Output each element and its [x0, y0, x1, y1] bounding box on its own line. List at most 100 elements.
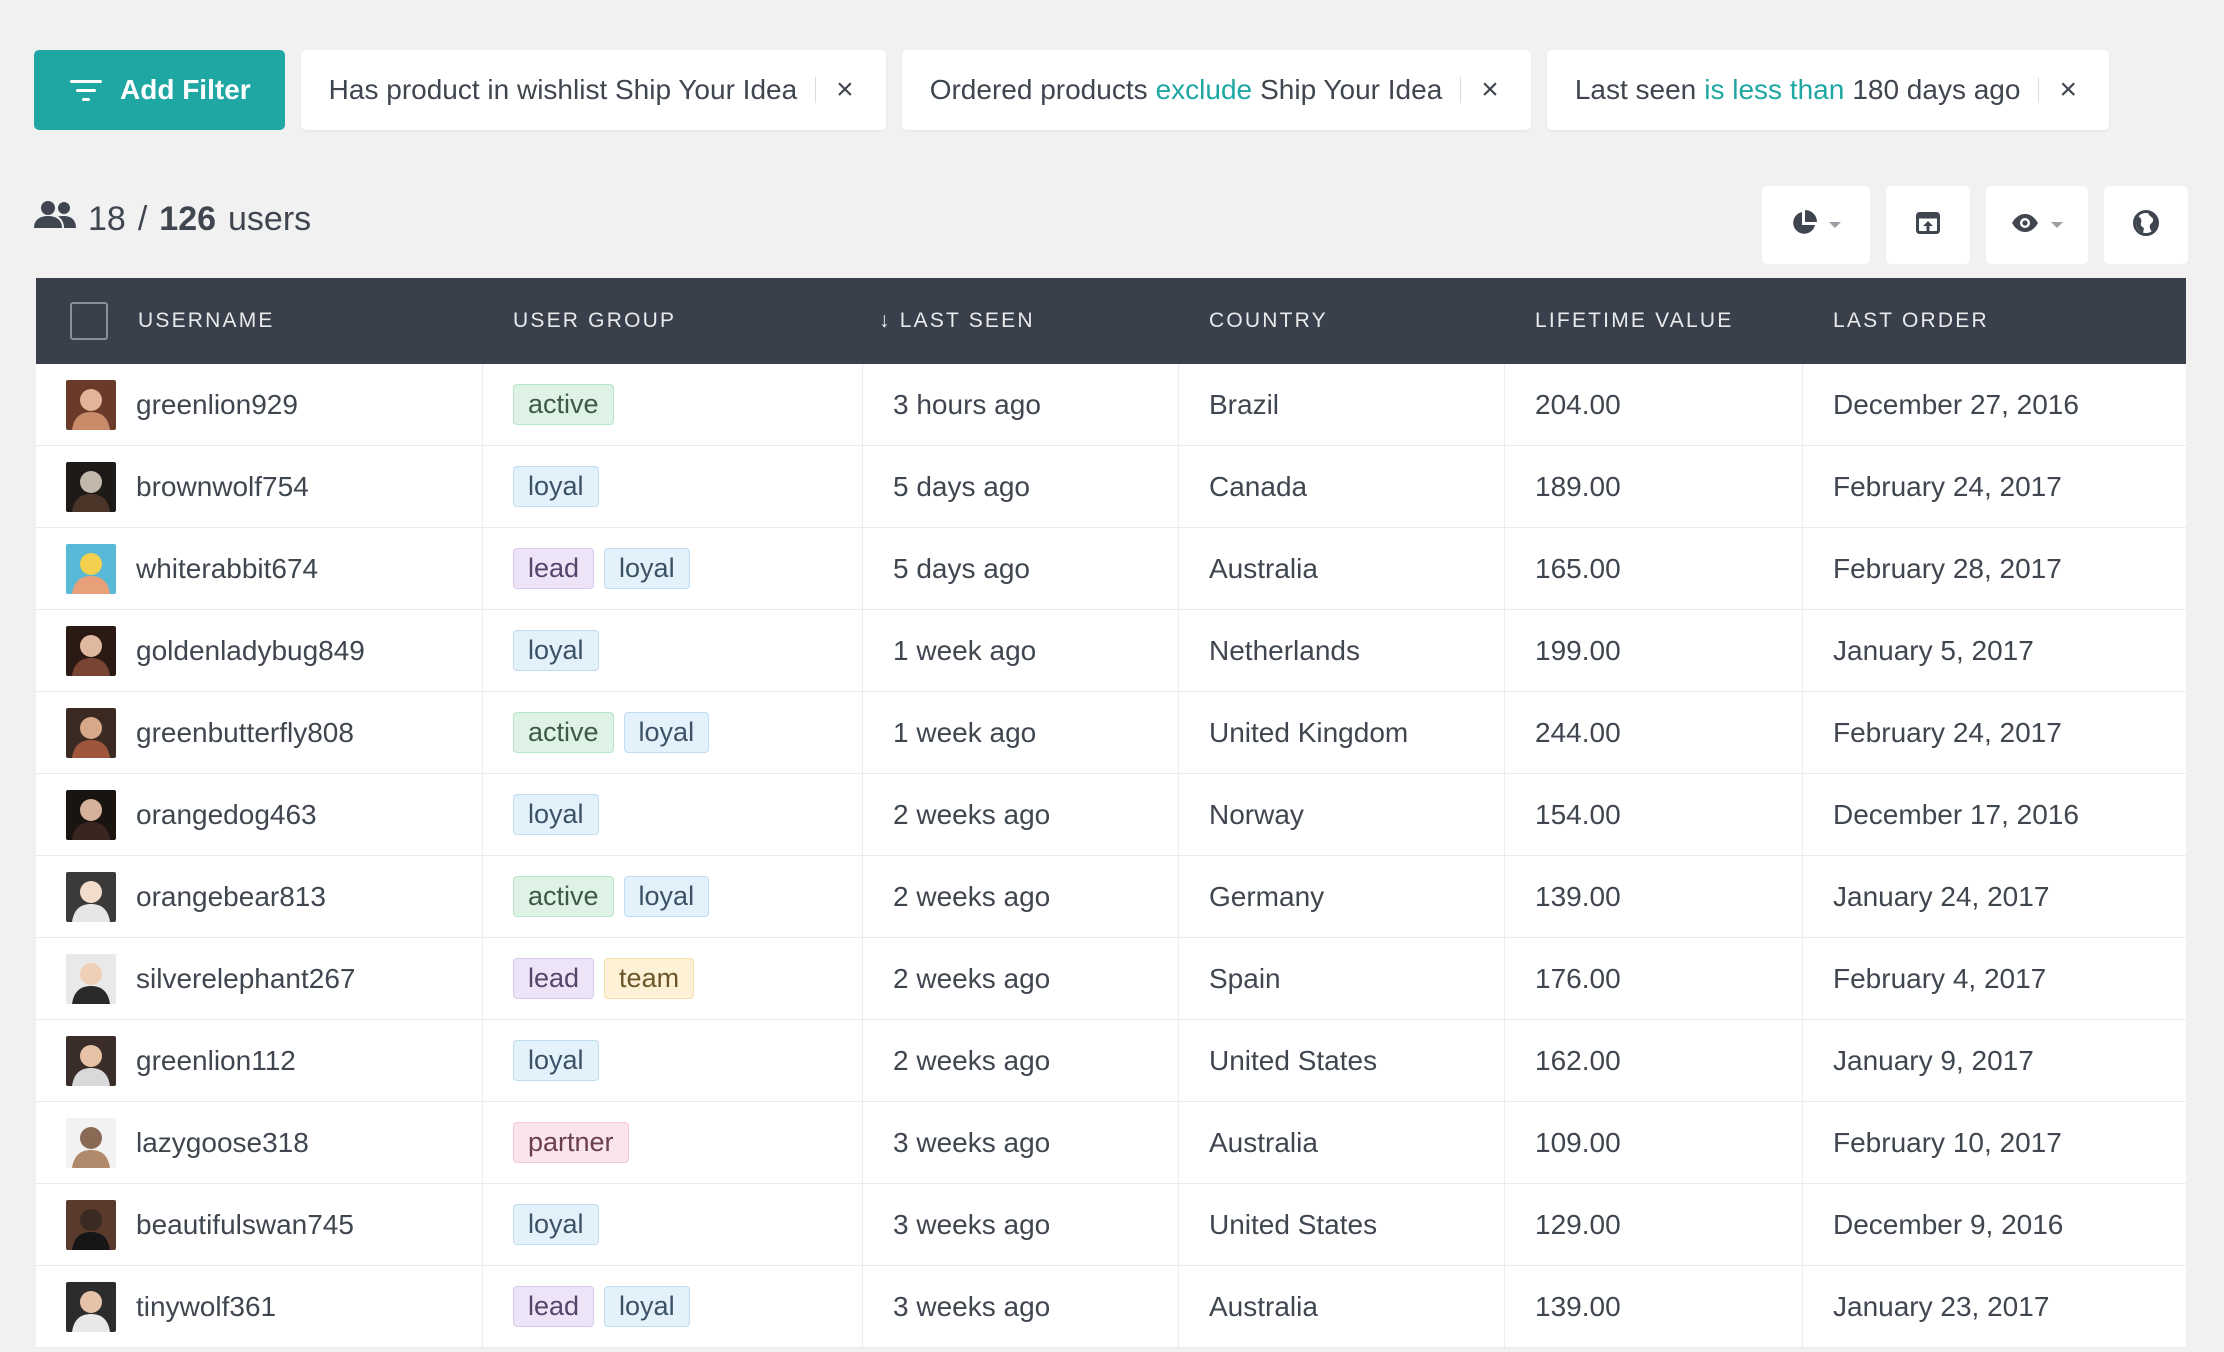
username-link[interactable]: whiterabbit674 [136, 552, 319, 584]
add-filter-button[interactable]: Add Filter [34, 50, 285, 130]
lifetime-value-cell: 154.00 [1505, 773, 1803, 856]
avatar[interactable] [66, 543, 116, 594]
remove-filter-button[interactable]: × [1481, 73, 1499, 106]
user-group-tag[interactable]: lead [513, 1286, 595, 1327]
segment-chart-button[interactable] [1762, 186, 1870, 264]
country-cell: Brazil [1179, 363, 1505, 446]
avatar[interactable] [66, 379, 116, 430]
avatar[interactable] [66, 1035, 116, 1086]
username-link[interactable]: orangebear813 [136, 880, 326, 912]
username-cell: orangebear813 [36, 855, 483, 938]
username-link[interactable]: beautifulswan745 [136, 1208, 354, 1240]
column-header-label: LIFETIME VALUE [1535, 309, 1734, 332]
user-group-cell: loyal [483, 773, 863, 856]
user-group-tag[interactable]: loyal [604, 1286, 690, 1327]
username-link[interactable]: greenlion929 [136, 388, 298, 420]
filter-chip[interactable]: Last seen is less than 180 days ago × [1546, 50, 2109, 130]
last-order-cell: February 10, 2017 [1833, 1126, 2062, 1158]
filter-chip-operator: exclude [1155, 74, 1253, 105]
user-group-tag[interactable]: loyal [513, 466, 599, 507]
table-row[interactable]: lazygoose318 partner 3 weeks ago Austral… [36, 1101, 2186, 1184]
column-user-group[interactable]: USER GROUP [483, 309, 863, 333]
filter-chip[interactable]: Ordered products exclude Ship Your Idea … [901, 50, 1531, 130]
chevron-down-icon [2051, 222, 2063, 228]
user-group-tag[interactable]: lead [513, 548, 595, 589]
column-username[interactable]: USERNAME [36, 302, 483, 340]
table-row[interactable]: orangedog463 loyal 2 weeks ago Norway 15… [36, 773, 2186, 856]
username-link[interactable]: brownwolf754 [136, 470, 309, 502]
user-group-tag[interactable]: loyal [513, 630, 599, 671]
username-link[interactable]: lazygoose318 [136, 1126, 309, 1158]
user-group-tag[interactable]: loyal [623, 876, 710, 917]
avatar[interactable] [66, 789, 116, 840]
table-row[interactable]: greenlion112 loyal 2 weeks ago United St… [36, 1019, 2186, 1102]
table-row[interactable]: orangebear813 active loyal 2 weeks ago Ge… [36, 855, 2186, 938]
avatar[interactable] [66, 1117, 116, 1168]
last-order-cell: January 24, 2017 [1833, 880, 2050, 912]
total-count: 126 [159, 200, 217, 238]
user-group-tag[interactable]: team [604, 958, 695, 999]
table-row[interactable]: tinywolf361 lead loyal 3 weeks ago Austra… [36, 1265, 2186, 1348]
username-link[interactable]: silverelephant267 [136, 962, 356, 994]
username-link[interactable]: goldenladybug849 [136, 634, 365, 666]
chip-divider [2038, 77, 2040, 103]
lifetime-value-cell: 244.00 [1505, 691, 1803, 774]
avatar[interactable] [66, 1199, 116, 1250]
last-order-cell: February 4, 2017 [1833, 962, 2047, 994]
remove-filter-button[interactable]: × [2059, 73, 2077, 106]
shown-count: 18 [88, 200, 126, 238]
avatar[interactable] [66, 953, 116, 1004]
table-row[interactable]: greenbutterfly808 active loyal 1 week ago… [36, 691, 2186, 774]
last-seen-cell: 3 weeks ago [863, 1101, 1179, 1184]
filter-chip-operator: is less than [1704, 74, 1845, 105]
column-visibility-button[interactable] [1986, 186, 2088, 264]
user-group-tag[interactable]: loyal [513, 794, 599, 835]
last-seen-cell: 2 weeks ago [863, 855, 1179, 938]
user-group-cell: lead loyal [483, 527, 863, 610]
remove-filter-button[interactable]: × [836, 73, 854, 106]
table-row[interactable]: whiterabbit674 lead loyal 5 days ago Aust… [36, 527, 2186, 610]
user-group-tag[interactable]: loyal [604, 548, 690, 589]
user-group-tag[interactable]: active [513, 384, 614, 425]
select-all-checkbox[interactable] [70, 302, 108, 340]
table-row[interactable]: silverelephant267 lead team 2 weeks ago S… [36, 937, 2186, 1020]
column-lifetime-value[interactable]: LIFETIME VALUE [1505, 309, 1803, 333]
avatar[interactable] [66, 461, 116, 512]
user-group-tag[interactable]: partner [513, 1122, 629, 1163]
column-last-seen[interactable]: ↓ LAST SEEN [863, 309, 1179, 333]
column-last-order[interactable]: LAST ORDER [1803, 309, 2186, 333]
avatar[interactable] [66, 625, 116, 676]
username-cell: silverelephant267 [36, 937, 483, 1020]
lifetime-value-cell: 139.00 [1505, 1265, 1803, 1348]
table-row[interactable]: brownwolf754 loyal 5 days ago Canada 189… [36, 445, 2186, 528]
avatar[interactable] [66, 1281, 116, 1332]
table-row[interactable]: goldenladybug849 loyal 1 week ago Nether… [36, 609, 2186, 692]
user-group-tag[interactable]: loyal [623, 712, 710, 753]
column-header-label: LAST ORDER [1833, 309, 1989, 332]
table-row[interactable]: beautifulswan745 loyal 3 weeks ago Unite… [36, 1183, 2186, 1266]
table-row[interactable]: greenlion929 active 3 hours ago Brazil 2… [36, 363, 2186, 446]
user-group-tag[interactable]: lead [513, 958, 595, 999]
column-country[interactable]: COUNTRY [1179, 309, 1505, 333]
user-group-tag[interactable]: loyal [513, 1204, 599, 1245]
username-link[interactable]: greenbutterfly808 [136, 716, 354, 748]
username-cell: brownwolf754 [36, 445, 483, 528]
last-order-cell: January 23, 2017 [1833, 1290, 2050, 1322]
user-group-tag[interactable]: active [513, 712, 614, 753]
username-cell: tinywolf361 [36, 1265, 483, 1348]
avatar[interactable] [66, 871, 116, 922]
user-group-tag[interactable]: loyal [513, 1040, 599, 1081]
filter-chip-field: Last seen [1574, 74, 1697, 105]
filter-chip[interactable]: Has product in wishlist Ship Your Idea × [300, 50, 886, 130]
user-group-tag[interactable]: active [513, 876, 614, 917]
username-link[interactable]: orangedog463 [136, 798, 317, 830]
export-button[interactable] [1886, 186, 1970, 264]
count-separator: / [137, 200, 148, 238]
map-view-button[interactable] [2104, 186, 2188, 264]
filter-icon [70, 78, 102, 102]
avatar[interactable] [66, 707, 116, 758]
country-cell: Australia [1179, 527, 1505, 610]
lifetime-value-cell: 165.00 [1505, 527, 1803, 610]
username-link[interactable]: greenlion112 [136, 1044, 296, 1076]
username-link[interactable]: tinywolf361 [136, 1290, 277, 1322]
